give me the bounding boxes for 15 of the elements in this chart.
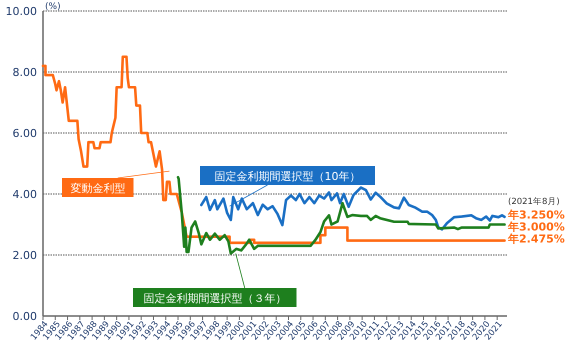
y-tick-label: 10.00 <box>6 4 37 18</box>
y-tick-label: 4.00 <box>12 188 37 201</box>
series-label: 変動金利型 <box>70 182 126 195</box>
y-tick-label: 8.00 <box>12 66 37 79</box>
series-label: 固定金利期間選択型（10年） <box>214 170 360 183</box>
y-tick-label: 0.00 <box>12 310 37 323</box>
line-series <box>42 55 506 244</box>
y-axis-title: (%) <box>45 2 61 12</box>
y-tick-label: 2.00 <box>12 248 37 262</box>
y-tick-label: 6.00 <box>12 126 37 140</box>
text: (2021年8月) <box>508 196 560 207</box>
text: 年2.475% <box>507 232 565 246</box>
text: 年3.250% <box>507 208 565 222</box>
text: 固定金利期間選択型（３年） <box>143 292 286 305</box>
text: 年3.000% <box>507 220 565 234</box>
